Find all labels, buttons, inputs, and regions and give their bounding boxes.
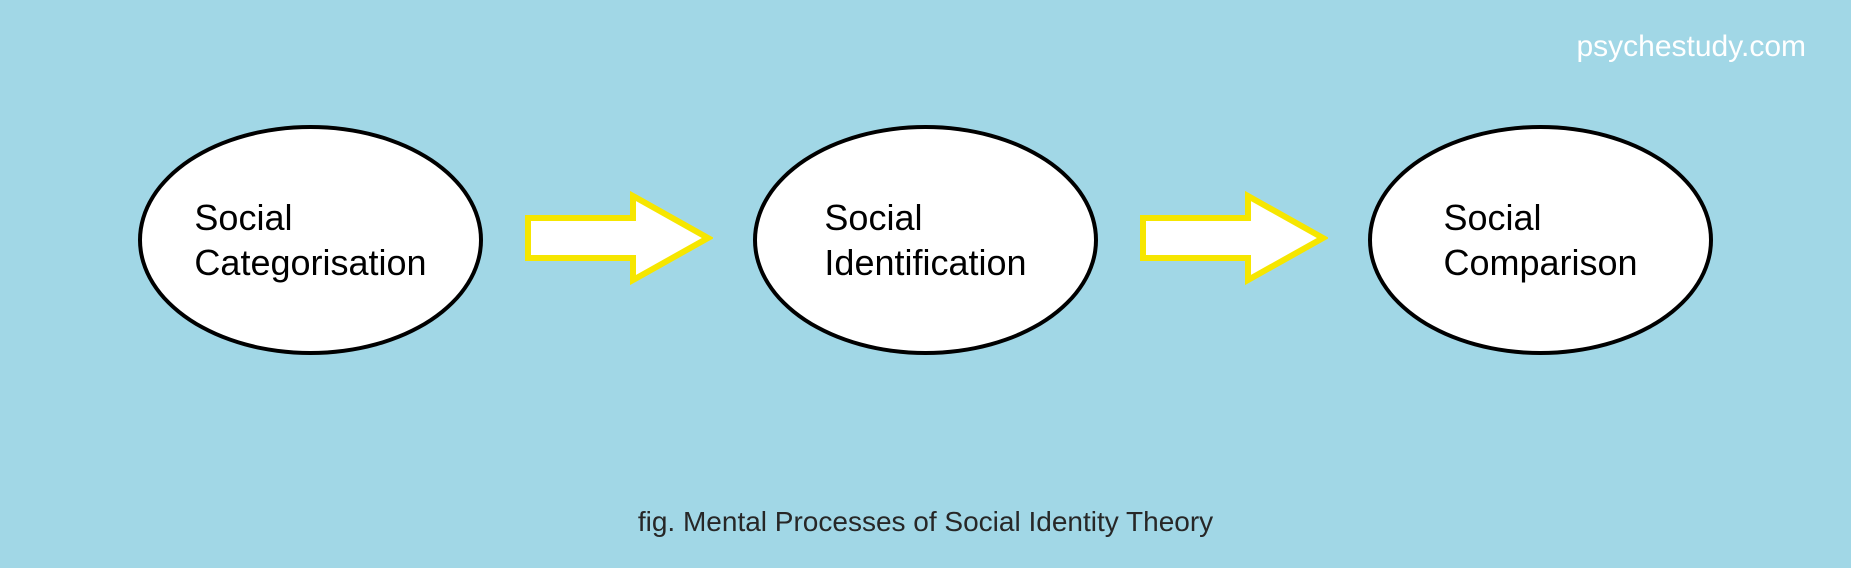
watermark-text: psychestudy.com — [1576, 30, 1806, 64]
node-label: Social Identification — [794, 195, 1056, 285]
node-label-line1: Social — [1443, 197, 1541, 238]
node-label: Social Comparison — [1413, 195, 1667, 285]
node-social-comparison: Social Comparison — [1368, 125, 1713, 355]
node-label: Social Categorisation — [164, 195, 456, 285]
figure-caption: fig. Mental Processes of Social Identity… — [0, 506, 1851, 538]
node-label-line2: Comparison — [1443, 242, 1637, 283]
node-label-line2: Categorisation — [194, 242, 426, 283]
node-social-identification: Social Identification — [753, 125, 1098, 355]
node-label-line1: Social — [194, 197, 292, 238]
node-label-line2: Identification — [824, 242, 1026, 283]
flow-row: Social Categorisation Social Identificat… — [0, 125, 1851, 355]
node-label-line1: Social — [824, 197, 922, 238]
arrow-icon — [1138, 188, 1328, 293]
diagram-canvas: psychestudy.com Social Categorisation So… — [0, 0, 1851, 568]
arrow-icon — [523, 188, 713, 293]
node-social-categorisation: Social Categorisation — [138, 125, 483, 355]
